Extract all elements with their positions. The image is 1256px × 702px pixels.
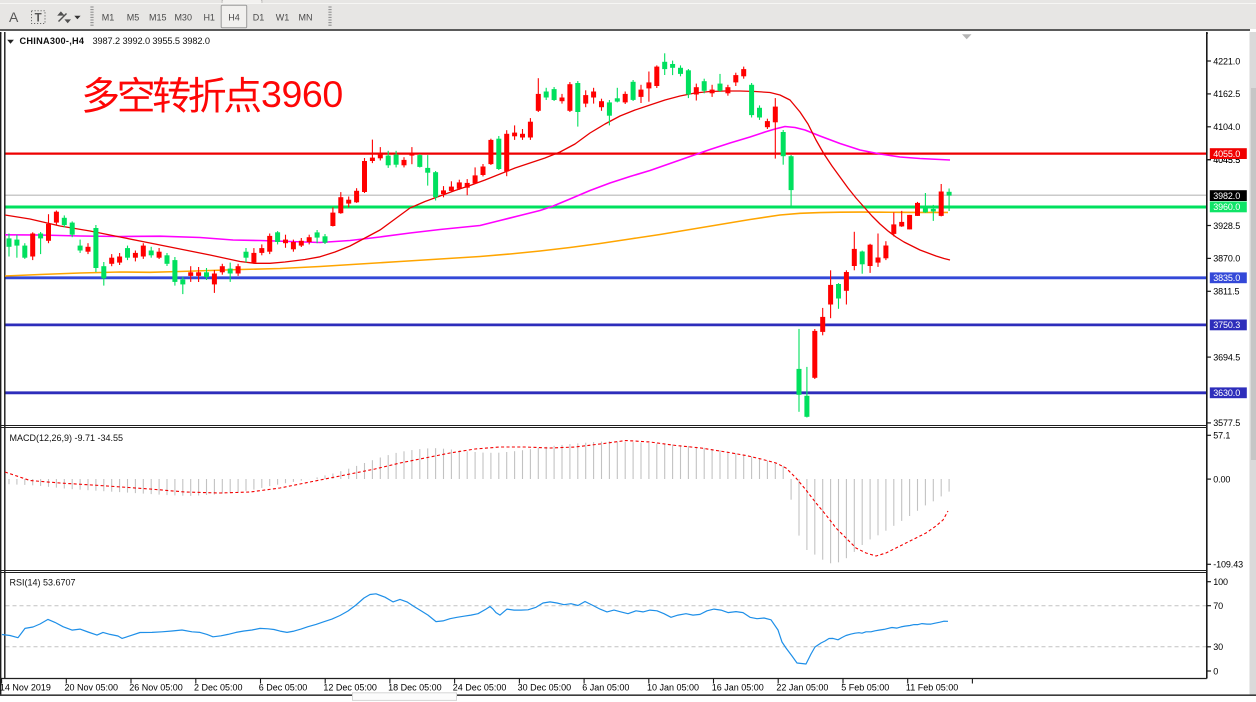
svg-text:3694.5: 3694.5 [1213,352,1240,362]
svg-text:RSI(14) 53.6707: RSI(14) 53.6707 [10,577,76,587]
svg-text:70: 70 [1213,601,1223,611]
svg-text:26 Nov 05:00: 26 Nov 05:00 [129,682,183,692]
svg-text:3577.5: 3577.5 [1213,418,1240,428]
svg-text:3630.0: 3630.0 [1213,388,1240,398]
svg-text:10 Jan 05:00: 10 Jan 05:00 [647,682,699,692]
svg-text:30: 30 [1213,642,1223,652]
svg-text:MN: MN [299,12,313,22]
svg-text:A: A [9,9,19,25]
svg-text:24 Dec 05:00: 24 Dec 05:00 [453,682,507,692]
svg-text:14 Nov 2019: 14 Nov 2019 [0,682,51,692]
svg-text:3960.0: 3960.0 [1213,202,1240,212]
svg-text:5 Feb 05:00: 5 Feb 05:00 [841,682,889,692]
svg-text:4055.0: 4055.0 [1213,149,1240,159]
svg-text:4104.0: 4104.0 [1213,122,1240,132]
svg-text:W1: W1 [276,12,290,22]
svg-text:H1: H1 [203,12,215,22]
svg-text:4221.0: 4221.0 [1213,56,1240,66]
svg-text:3835.0: 3835.0 [1213,273,1240,283]
svg-text:3928.5: 3928.5 [1213,221,1240,231]
svg-text:3750.3: 3750.3 [1213,320,1240,330]
svg-text:4162.5: 4162.5 [1213,89,1240,99]
svg-text:-109.43: -109.43 [1213,560,1243,570]
svg-text:D1: D1 [253,12,265,22]
svg-text:M5: M5 [127,12,140,22]
svg-text:0: 0 [1213,666,1218,676]
svg-text:3982.0: 3982.0 [1213,191,1240,201]
svg-text:3870.0: 3870.0 [1213,254,1240,264]
svg-text:12 Dec 05:00: 12 Dec 05:00 [323,682,377,692]
svg-text:6 Jan 05:00: 6 Jan 05:00 [582,682,629,692]
svg-text:M1: M1 [102,12,115,22]
svg-text:16 Jan 05:00: 16 Jan 05:00 [712,682,764,692]
svg-text:3987.2 3992.0 3955.5 3982.0: 3987.2 3992.0 3955.5 3982.0 [93,36,210,46]
svg-text:3960: 3960 [261,73,343,115]
svg-text:100: 100 [1213,577,1228,587]
svg-text:2 Dec 05:00: 2 Dec 05:00 [194,682,243,692]
svg-text:M15: M15 [149,12,167,22]
svg-text:20 Nov 05:00: 20 Nov 05:00 [65,682,119,692]
svg-text:4045.5: 4045.5 [1213,155,1240,165]
svg-text:T: T [35,13,42,25]
svg-text:6 Dec 05:00: 6 Dec 05:00 [259,682,308,692]
svg-text:11 Feb 05:00: 11 Feb 05:00 [906,682,958,692]
svg-text:CHINA300-,H4: CHINA300-,H4 [20,36,85,46]
svg-text:MACD(12,26,9) -9.71 -34.55: MACD(12,26,9) -9.71 -34.55 [10,433,124,443]
svg-text:18 Dec 05:00: 18 Dec 05:00 [388,682,442,692]
svg-text:30 Dec 05:00: 30 Dec 05:00 [518,682,572,692]
svg-text:H4: H4 [228,12,240,22]
svg-text:M30: M30 [174,12,192,22]
svg-text:57.1: 57.1 [1213,431,1230,441]
svg-text:0.00: 0.00 [1213,474,1230,484]
svg-text:22 Jan 05:00: 22 Jan 05:00 [776,682,828,692]
svg-text:3811.5: 3811.5 [1213,287,1239,297]
svg-text:4045.5: 4045.5 [1213,155,1240,165]
